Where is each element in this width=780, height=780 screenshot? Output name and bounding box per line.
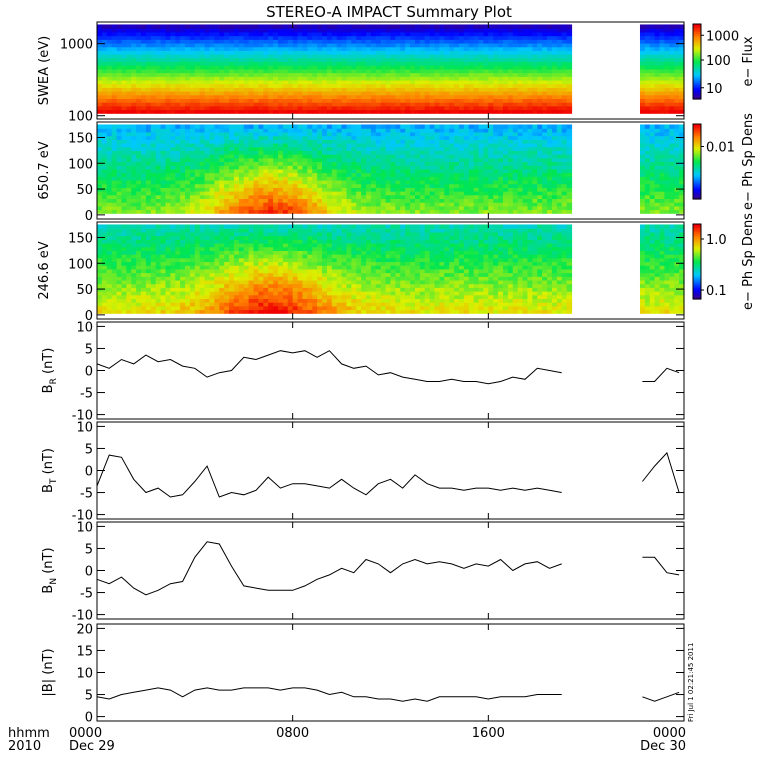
spectrogram-panel-3: 0 50 100 150 246.6 eV 0.1 1.0 e− Ph Sp Dens bbox=[37, 213, 756, 324]
spectrogram-panel-2: 0 50 100 150 650.7 eV 0.01 e− Ph Sp Dens bbox=[37, 113, 756, 224]
y-axis-label: 246.6 eV bbox=[37, 241, 52, 299]
time-axis-label-year: 2010 bbox=[8, 739, 41, 754]
colorbar-tick-label: 100 bbox=[706, 54, 731, 69]
colorbar-tick-label: 1.0 bbox=[706, 233, 727, 248]
colorbar: 0.01 e− Ph Sp Dens bbox=[692, 113, 756, 210]
panel-frame bbox=[96, 21, 685, 120]
y-tick-label: 0 bbox=[85, 365, 93, 380]
x-tick-label: 1600 bbox=[472, 726, 505, 741]
y-tick-label: 0 bbox=[85, 309, 93, 324]
colorbar-tick-label: 0.01 bbox=[706, 141, 735, 156]
y-tick-label: 10 bbox=[76, 520, 93, 535]
panel-frame bbox=[96, 321, 685, 420]
x-tick-label: 0000 bbox=[69, 726, 102, 741]
panel-frame bbox=[96, 421, 685, 520]
y-axis-label: SWEA (eV) bbox=[37, 36, 52, 105]
colorbar-label: e− Ph Sp Dens bbox=[741, 213, 756, 310]
line-panel-2: -10 -5 0 5 10 BT (nT) bbox=[41, 420, 685, 524]
data-line-segment-1 bbox=[96, 541, 562, 596]
data-line-segment-2 bbox=[642, 556, 680, 576]
y-axis-label: BN (nT) bbox=[41, 547, 59, 593]
y-tick-label: 50 bbox=[76, 183, 93, 198]
data-line-segment-2 bbox=[642, 451, 680, 493]
colorbar: 10 100 1000 e− Flux bbox=[692, 23, 756, 100]
x-tick-date: Dec 29 bbox=[69, 739, 115, 754]
data-line-segment-1 bbox=[96, 454, 562, 498]
y-tick-label: 0 bbox=[85, 565, 93, 580]
y-tick-label: 20 bbox=[76, 622, 93, 637]
data-line-segment-1 bbox=[96, 350, 562, 385]
spectrogram-image bbox=[97, 124, 685, 214]
panel-frame bbox=[96, 623, 685, 722]
y-tick-label: 5 bbox=[85, 689, 93, 704]
panel-frame bbox=[96, 521, 685, 620]
y-tick-label: 10 bbox=[76, 420, 93, 435]
data-line-segment-2 bbox=[642, 367, 680, 382]
y-tick-label: -10 bbox=[72, 509, 93, 524]
x-tick-label: 0000 bbox=[653, 726, 686, 741]
plot-timestamp: Fri Jul 1 02:21:45 2011 bbox=[687, 643, 695, 722]
colorbar: 0.1 1.0 e− Ph Sp Dens bbox=[692, 213, 756, 310]
line-panel-1: -10 -5 0 5 10 BR (nT) bbox=[41, 320, 685, 424]
colorbar-label: e− Ph Sp Dens bbox=[741, 113, 756, 210]
colorbar-label: e− Flux bbox=[741, 36, 756, 86]
y-axis-label: BT (nT) bbox=[41, 448, 59, 493]
y-tick-label: -5 bbox=[80, 387, 93, 402]
y-tick-label: 15 bbox=[76, 644, 93, 659]
colorbar-tick-label: 0.1 bbox=[706, 284, 727, 299]
y-tick-label: 150 bbox=[68, 231, 93, 246]
y-tick-label: 100 bbox=[68, 257, 93, 272]
y-tick-label: 5 bbox=[85, 542, 93, 557]
y-tick-label: 5 bbox=[85, 442, 93, 457]
panel-frame bbox=[96, 121, 685, 220]
time-axis-label-hhmm: hhmm bbox=[8, 726, 50, 741]
colorbar-tick-label: 10 bbox=[706, 82, 723, 97]
y-axis-label: BR (nT) bbox=[41, 348, 59, 394]
x-tick-date: Dec 30 bbox=[640, 739, 686, 754]
y-tick-label: 100 bbox=[68, 157, 93, 172]
y-tick-label: 10 bbox=[76, 667, 93, 682]
spectrogram-image bbox=[97, 224, 685, 314]
y-tick-label: 0 bbox=[85, 711, 93, 726]
y-tick-label: 100 bbox=[68, 110, 93, 125]
y-tick-label: 150 bbox=[68, 131, 93, 146]
data-line-segment-2 bbox=[642, 691, 680, 702]
y-tick-label: 50 bbox=[76, 283, 93, 298]
line-panel-3: -10 -5 0 5 10 BN (nT) bbox=[41, 520, 685, 624]
y-tick-label: 0 bbox=[85, 209, 93, 224]
y-tick-label: -5 bbox=[80, 587, 93, 602]
y-tick-label: -10 bbox=[72, 609, 93, 624]
y-tick-label: 10 bbox=[76, 320, 93, 335]
panel-frame bbox=[96, 221, 685, 320]
y-tick-label: 1000 bbox=[60, 38, 93, 53]
y-tick-label: 5 bbox=[85, 342, 93, 357]
plot-title: STEREO-A IMPACT Summary Plot bbox=[266, 3, 512, 21]
y-axis-label: |B| (nT) bbox=[41, 648, 56, 696]
y-tick-label: -5 bbox=[80, 487, 93, 502]
y-tick-label: -10 bbox=[72, 409, 93, 424]
y-axis-label: 650.7 eV bbox=[37, 141, 52, 199]
line-panel-4: 0 5 10 15 20 |B| (nT) bbox=[41, 622, 685, 726]
colorbar-tick-label: 1000 bbox=[706, 29, 739, 44]
data-line-segment-1 bbox=[96, 687, 562, 702]
magnetic-field-panels: -10 -5 0 5 10 BR (nT) -10 -5 0 5 10 BT (nT) -10 -5 0 5 1… bbox=[41, 320, 685, 726]
y-tick-label: 0 bbox=[85, 465, 93, 480]
spectrogram-image bbox=[97, 24, 685, 114]
x-tick-label: 0800 bbox=[276, 726, 309, 741]
